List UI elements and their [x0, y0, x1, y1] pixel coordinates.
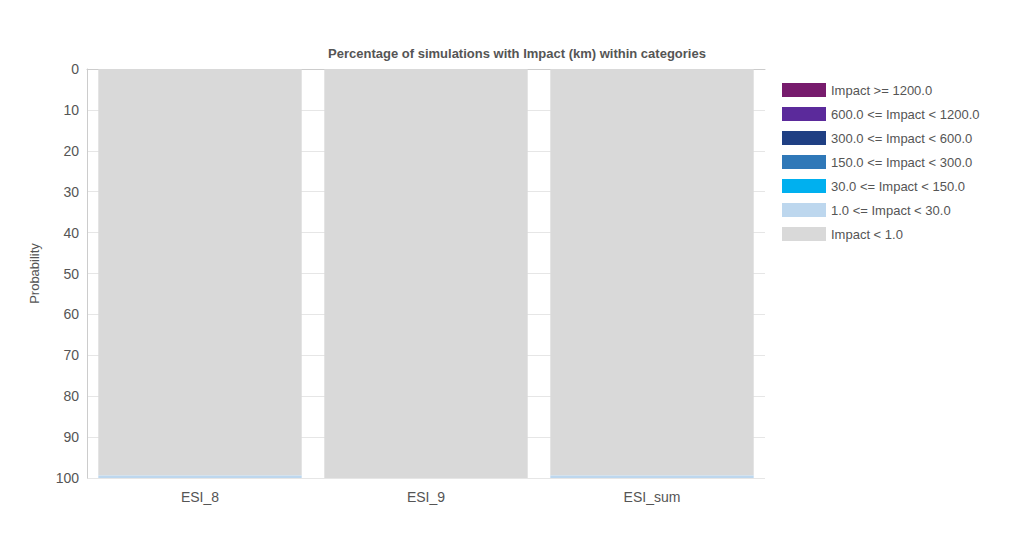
svg-text:20: 20 — [63, 143, 79, 159]
svg-text:Percentage of simulations with: Percentage of simulations with Impact (k… — [328, 46, 706, 61]
svg-text:ESI_8: ESI_8 — [181, 489, 219, 505]
svg-text:30: 30 — [63, 184, 79, 200]
svg-text:10: 10 — [63, 102, 79, 118]
svg-text:90: 90 — [63, 429, 79, 445]
svg-text:50: 50 — [63, 266, 79, 282]
svg-text:150.0 <= Impact < 300.0: 150.0 <= Impact < 300.0 — [831, 155, 972, 170]
svg-text:1.0 <= Impact < 30.0: 1.0 <= Impact < 30.0 — [831, 203, 951, 218]
svg-text:Impact < 1.0: Impact < 1.0 — [831, 227, 903, 242]
svg-text:Impact >= 1200.0: Impact >= 1200.0 — [831, 83, 932, 98]
svg-text:600.0 <= Impact < 1200.0: 600.0 <= Impact < 1200.0 — [831, 107, 980, 122]
svg-text:ESI_sum: ESI_sum — [624, 489, 681, 505]
svg-text:30.0 <= Impact < 150.0: 30.0 <= Impact < 150.0 — [831, 179, 965, 194]
svg-text:Probability: Probability — [27, 243, 42, 304]
svg-text:100: 100 — [56, 470, 80, 486]
svg-text:80: 80 — [63, 388, 79, 404]
svg-text:70: 70 — [63, 347, 79, 363]
svg-text:ESI_9: ESI_9 — [407, 489, 445, 505]
svg-text:40: 40 — [63, 225, 79, 241]
svg-text:300.0 <= Impact < 600.0: 300.0 <= Impact < 600.0 — [831, 131, 972, 146]
svg-text:0: 0 — [71, 61, 79, 77]
svg-text:60: 60 — [63, 306, 79, 322]
